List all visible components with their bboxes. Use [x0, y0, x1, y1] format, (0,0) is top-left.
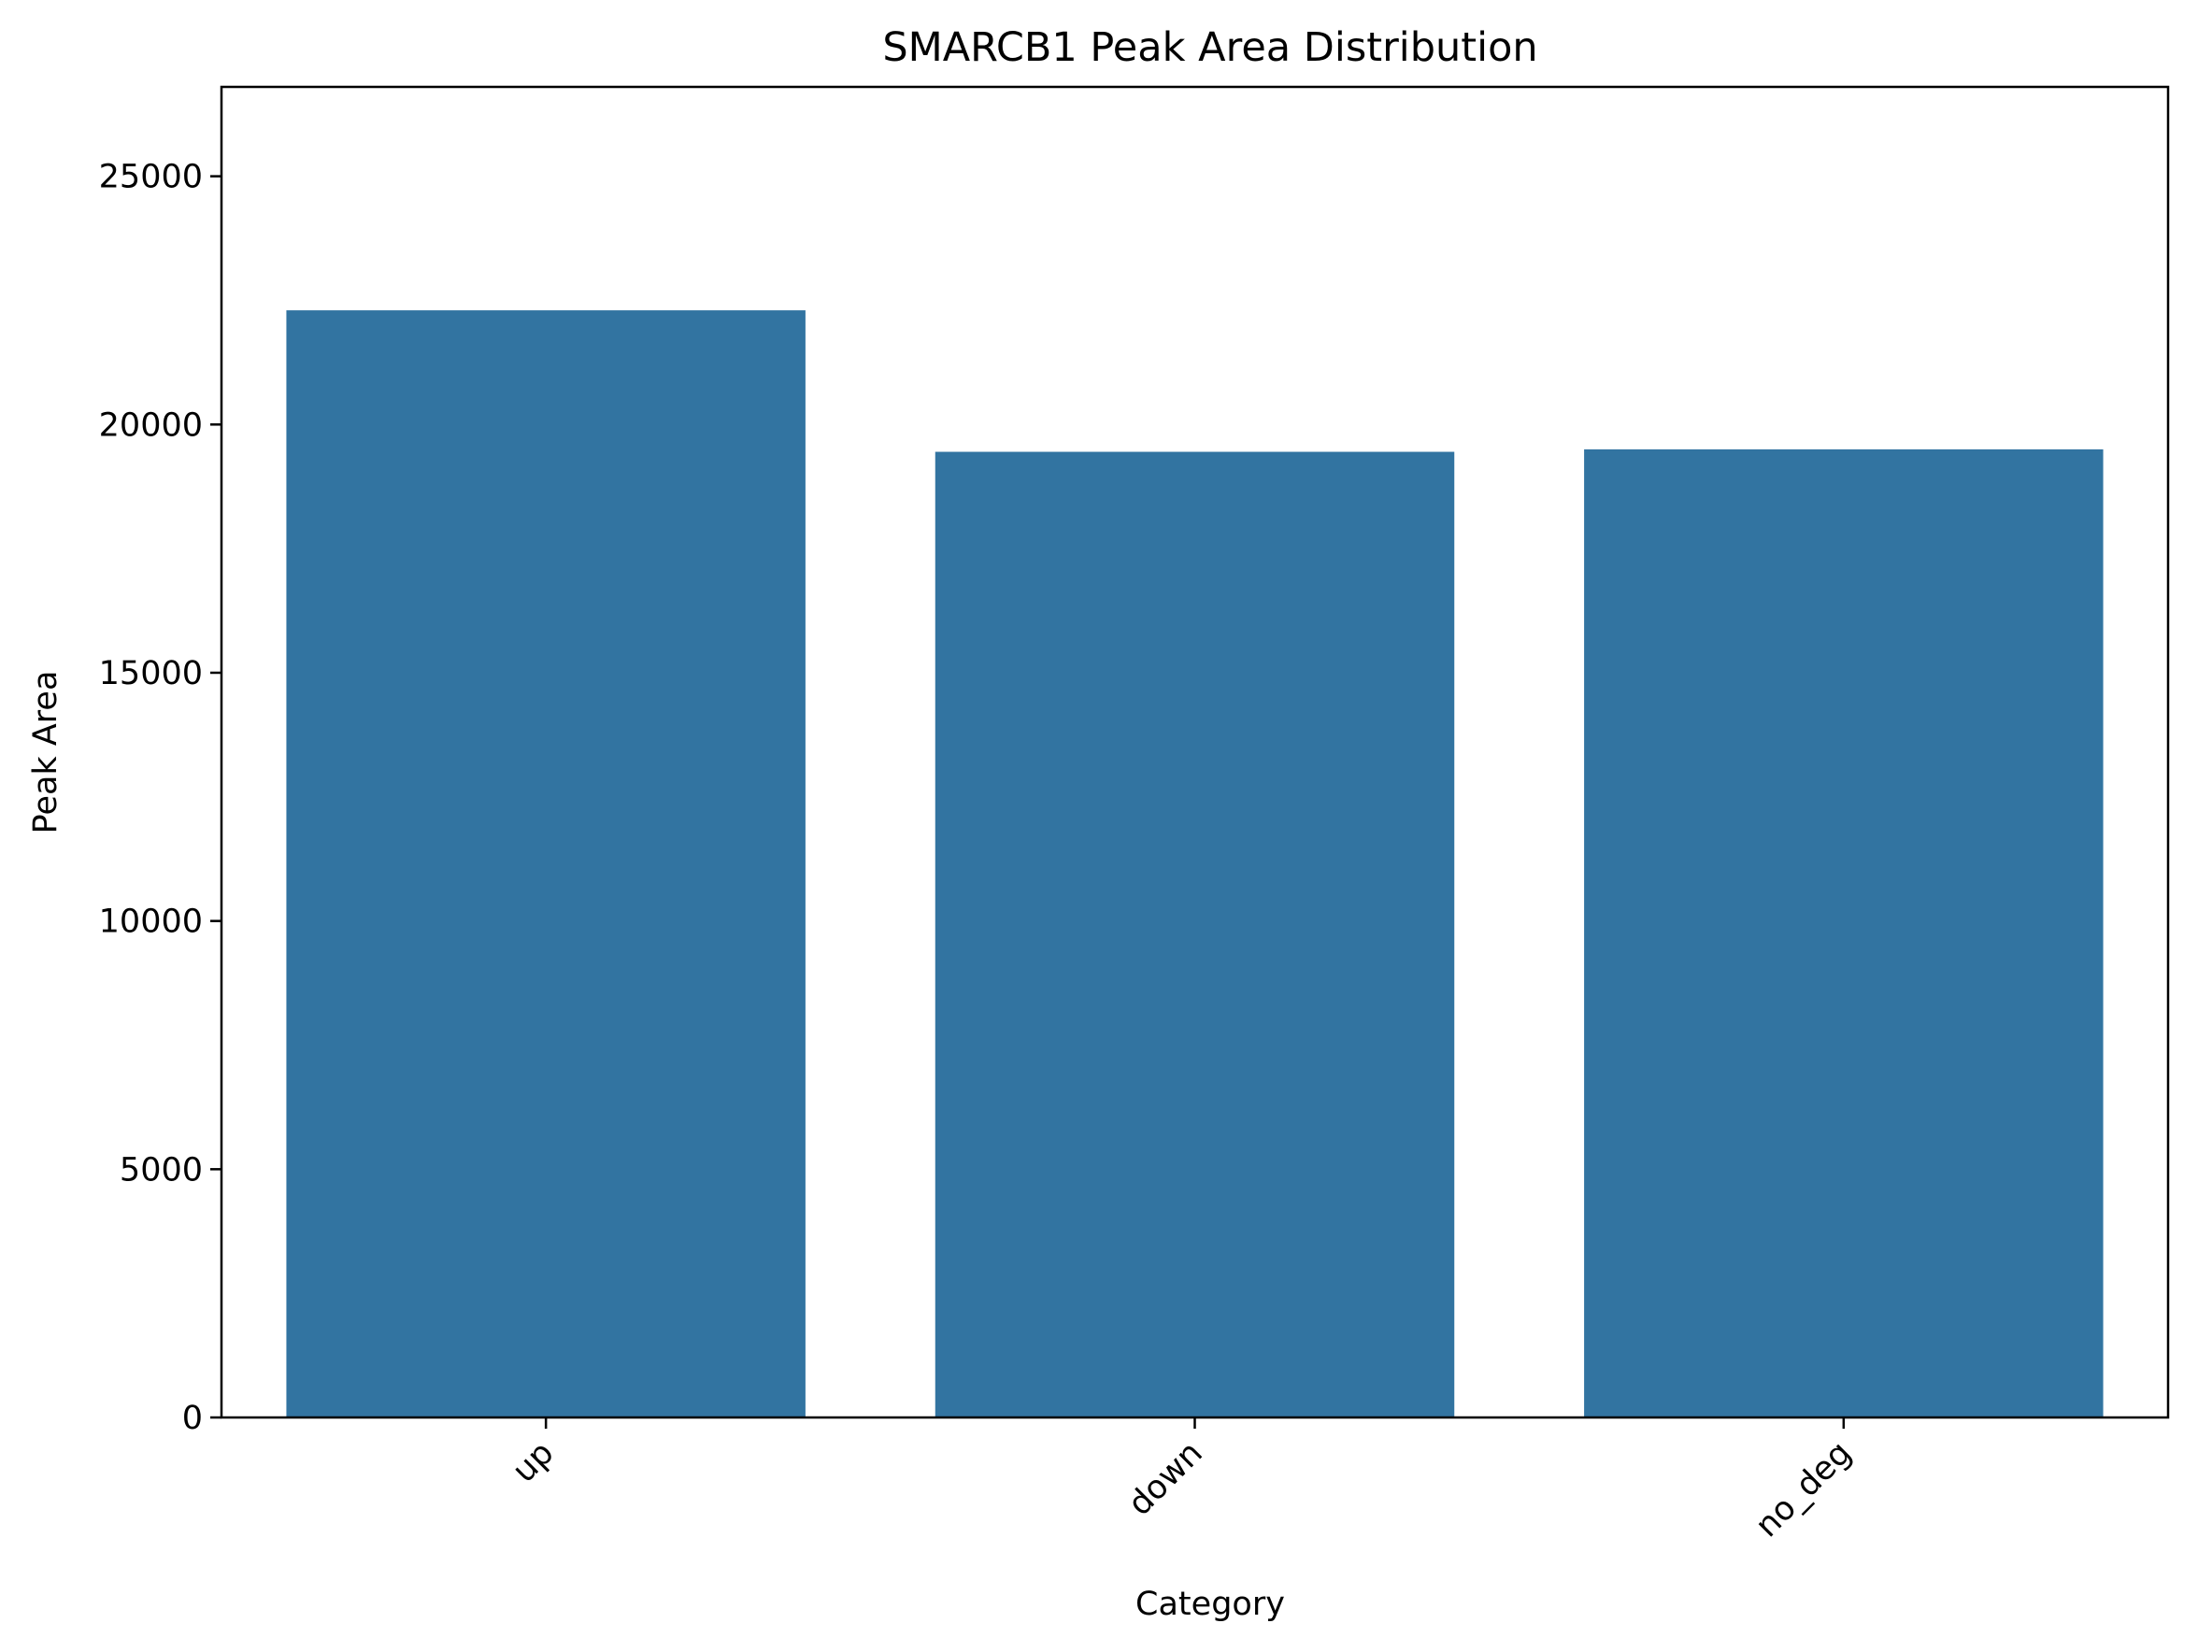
y-tick-label: 25000	[99, 159, 203, 196]
x-axis-label: Category	[1135, 1586, 1285, 1623]
bars-group	[286, 310, 2104, 1417]
y-axis-ticks: 0 5000 10000 15000 20000 25000	[99, 159, 221, 1437]
y-axis-label: Peak Area	[27, 671, 64, 834]
chart-title: SMARCB1 Peak Area Distribution	[882, 24, 1537, 71]
y-tick-label: 0	[182, 1400, 203, 1437]
bar-up	[286, 310, 806, 1417]
plot-frame	[220, 85, 2170, 1419]
y-tick-label: 10000	[99, 904, 203, 941]
y-tick-label: 15000	[99, 655, 203, 692]
y-tick-label: 20000	[99, 406, 203, 444]
bar-no_deg	[1584, 449, 2104, 1417]
bar-down	[935, 451, 1455, 1417]
y-tick-label: 5000	[120, 1151, 203, 1189]
